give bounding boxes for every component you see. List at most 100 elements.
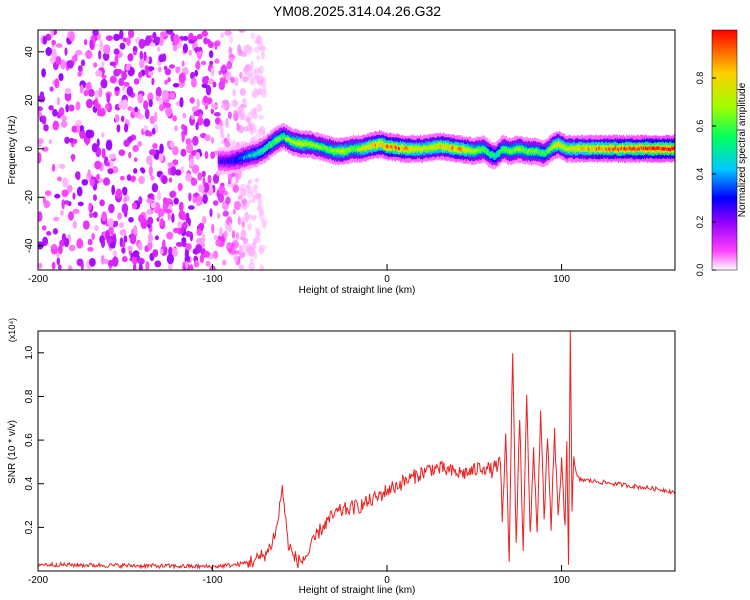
noise-blob bbox=[225, 117, 229, 128]
noise-blob bbox=[181, 237, 187, 244]
ridge-cell bbox=[646, 146, 648, 150]
ridge-cell bbox=[225, 158, 227, 163]
ridge-cell bbox=[530, 148, 532, 152]
ridge-cell bbox=[667, 147, 669, 151]
noise-blob bbox=[246, 123, 253, 132]
colorbar-tick-label: 0.8 bbox=[695, 72, 705, 85]
noise-blob bbox=[151, 127, 156, 135]
noise-blob bbox=[188, 205, 195, 210]
noise-blob bbox=[64, 47, 68, 56]
noise-blob bbox=[137, 93, 144, 104]
noise-blob bbox=[158, 66, 162, 73]
noise-blob bbox=[262, 84, 267, 90]
spectrogram-ridge bbox=[217, 123, 675, 176]
ridge-cell bbox=[393, 144, 395, 149]
ridge-cell bbox=[446, 144, 448, 149]
ridge-cell bbox=[239, 155, 241, 160]
ridge-cell bbox=[524, 149, 526, 153]
noise-blob bbox=[101, 211, 107, 222]
ridge-cell bbox=[340, 149, 342, 153]
noise-blob bbox=[123, 197, 128, 203]
ridge-cell bbox=[565, 147, 567, 151]
noise-blob bbox=[88, 88, 95, 97]
noise-blob bbox=[232, 89, 236, 97]
noise-blob bbox=[152, 32, 157, 39]
noise-blob bbox=[172, 83, 180, 88]
ridge-cell bbox=[427, 146, 429, 151]
noise-blob bbox=[224, 140, 231, 148]
noise-blob bbox=[213, 235, 218, 240]
noise-blob bbox=[61, 199, 65, 210]
noise-blob bbox=[128, 217, 134, 223]
noise-blob bbox=[72, 208, 80, 214]
noise-blob bbox=[55, 56, 62, 65]
ridge-cell bbox=[503, 147, 505, 151]
noise-blob bbox=[254, 67, 260, 77]
ridge-cell bbox=[354, 147, 357, 151]
noise-blob bbox=[222, 79, 229, 84]
ridge-cell bbox=[507, 149, 509, 153]
noise-blob bbox=[122, 186, 128, 196]
noise-blob bbox=[180, 166, 185, 174]
noise-blob bbox=[181, 60, 185, 67]
spectrogram-y-label: Frequency (Hz) bbox=[7, 116, 18, 185]
ridge-cell bbox=[637, 146, 639, 150]
figure-title: YM08.2025.314.04.26.G32 bbox=[273, 3, 441, 19]
ridge-cell bbox=[572, 146, 574, 151]
noise-blob bbox=[205, 260, 211, 267]
noise-blob bbox=[111, 256, 119, 267]
noise-blob bbox=[42, 196, 46, 204]
ridge-cell bbox=[282, 135, 284, 139]
ridge-cell bbox=[243, 155, 246, 160]
noise-blob bbox=[197, 116, 204, 126]
noise-blob bbox=[182, 112, 187, 119]
ridge-cell bbox=[268, 143, 270, 148]
ridge-cell bbox=[371, 143, 373, 148]
ridge-cell bbox=[673, 146, 675, 150]
ridge-cell bbox=[654, 147, 656, 151]
noise-blob bbox=[105, 140, 113, 151]
ridge-cell bbox=[368, 145, 370, 149]
ridge-cell bbox=[575, 146, 578, 150]
noise-blob bbox=[118, 149, 126, 156]
ridge-cell bbox=[250, 153, 252, 158]
ridge-cell bbox=[526, 150, 528, 154]
noise-blob bbox=[54, 78, 60, 89]
ridge-cell bbox=[372, 141, 374, 149]
ridge-cell bbox=[497, 151, 499, 155]
ridge-cell bbox=[278, 136, 280, 141]
noise-blob bbox=[188, 192, 192, 202]
ridge-cell bbox=[337, 149, 339, 153]
ridge-cell bbox=[440, 144, 442, 148]
noise-blob bbox=[242, 75, 249, 83]
noise-blob bbox=[194, 47, 201, 52]
ridge-cell bbox=[544, 152, 546, 156]
noise-blob bbox=[137, 141, 143, 147]
ridge-cell bbox=[395, 146, 397, 150]
noise-blob bbox=[85, 98, 93, 109]
ridge-cell bbox=[630, 147, 632, 151]
ridge-cell bbox=[596, 146, 598, 150]
noise-blob bbox=[38, 211, 43, 222]
noise-blob bbox=[210, 67, 215, 77]
noise-blob bbox=[173, 197, 179, 205]
ridge-cell bbox=[391, 145, 393, 150]
ridge-cell bbox=[438, 145, 440, 149]
noise-blob bbox=[146, 198, 153, 204]
ridge-cell bbox=[407, 147, 409, 151]
noise-blob bbox=[258, 245, 264, 254]
ridge-cell bbox=[640, 146, 642, 150]
noise-blob bbox=[128, 152, 132, 159]
noise-blob bbox=[227, 111, 232, 120]
ridge-cell bbox=[303, 142, 305, 146]
x-tick-label: -200 bbox=[28, 274, 48, 285]
noise-blob bbox=[228, 248, 233, 253]
noise-blob bbox=[102, 52, 110, 61]
noise-blob bbox=[76, 124, 81, 134]
noise-blob bbox=[233, 255, 239, 263]
noise-blob bbox=[232, 184, 239, 193]
colorbar-label: Normalized spectral amplitude bbox=[737, 82, 748, 217]
ridge-cell bbox=[557, 143, 559, 147]
noise-blob bbox=[125, 64, 131, 71]
noise-blob bbox=[87, 238, 93, 246]
